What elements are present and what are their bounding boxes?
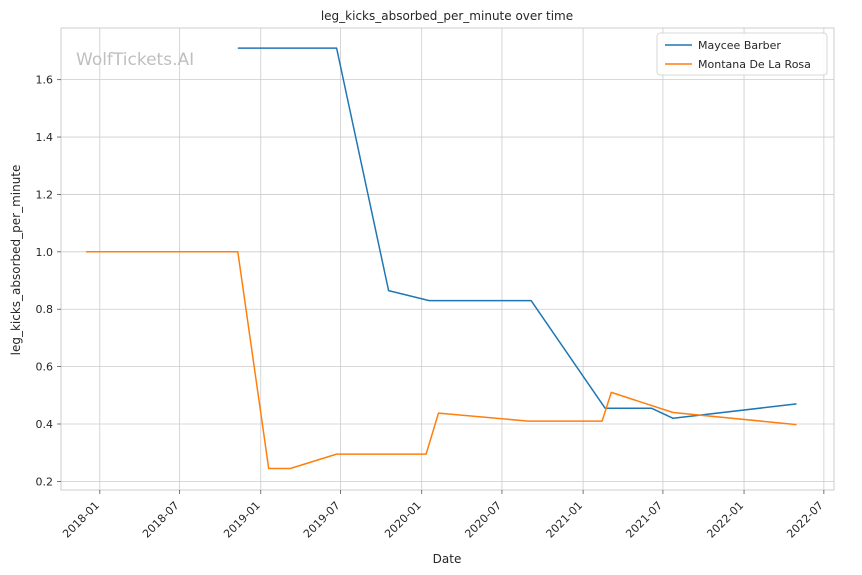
x-tick-label: 2022-01	[704, 499, 746, 541]
watermark: WolfTickets.AI	[76, 50, 194, 70]
legend: Maycee Barber Montana De La Rosa	[656, 32, 828, 76]
y-tick-label: 1.2	[36, 188, 54, 201]
legend-box	[656, 32, 828, 76]
x-tick-label: 2020-07	[462, 499, 504, 541]
legend-label-montana-de-la-rosa: Montana De La Rosa	[698, 58, 811, 71]
y-axis-label: leg_kicks_absorbed_per_minute	[9, 165, 23, 356]
y-tick-label: 0.6	[36, 361, 54, 374]
y-tick-label: 1.0	[36, 246, 54, 259]
series-line-maycee-barber	[237, 47, 797, 420]
y-tick-label: 0.2	[36, 475, 54, 488]
series-line-montana-de-la-rosa	[86, 251, 797, 470]
x-tick-label: 2019-01	[221, 499, 263, 541]
chart-title: leg_kicks_absorbed_per_minute over time	[321, 9, 573, 23]
x-tick-label: 2018-07	[140, 499, 182, 541]
plot-area	[61, 28, 834, 490]
y-tick-label: 0.8	[36, 303, 54, 316]
y-axis: 0.2 0.4 0.6 0.8 1.0 1.2 1.4 1.6	[36, 74, 61, 488]
x-tick-label: 2020-01	[382, 499, 424, 541]
x-tick-label: 2019-07	[301, 499, 343, 541]
x-tick-label: 2022-07	[784, 499, 826, 541]
series-layer	[86, 47, 797, 470]
y-tick-label: 0.4	[36, 418, 54, 431]
y-tick-label: 1.4	[36, 131, 54, 144]
x-tick-label: 2021-07	[623, 499, 665, 541]
y-tick-label: 1.6	[36, 74, 54, 87]
x-axis-label: Date	[433, 552, 462, 566]
plot-border	[60, 27, 835, 491]
plot-frame	[60, 27, 835, 491]
x-tick-label: 2018-01	[60, 499, 102, 541]
x-axis: 2018-01 2018-07 2019-01 2019-07 2020-01 2020-…	[60, 490, 826, 541]
x-tick-label: 2021-01	[544, 499, 586, 541]
legend-label-maycee-barber: Maycee Barber	[698, 39, 781, 52]
grid	[61, 28, 834, 490]
